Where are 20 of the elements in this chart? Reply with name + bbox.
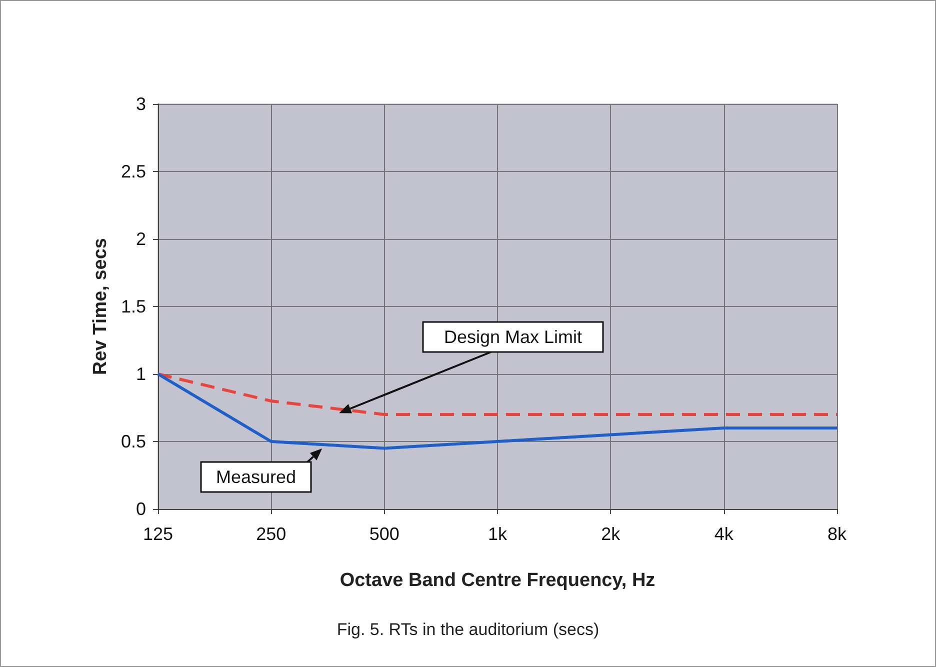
caption: Fig. 5. RTs in the auditorium (secs) <box>336 620 600 639</box>
x-tick-label: 250 <box>256 524 286 544</box>
y-tick-label: 1.5 <box>120 296 146 316</box>
x-tick-label: 8k <box>827 524 848 544</box>
x-axis-title: Octave Band Centre Frequency, Hz <box>340 570 656 591</box>
y-axis-title: Rev Time, secs <box>90 238 112 375</box>
text: Design Max Limit <box>444 327 582 347</box>
x-tick-label: 125 <box>142 524 174 544</box>
x-tick-label: 2k <box>601 524 622 544</box>
x-tick-label: 1k <box>488 524 508 544</box>
y-tick-label: 3 <box>136 94 146 114</box>
series-label: Measured <box>216 467 296 487</box>
x-tick-label: 4k <box>714 524 734 544</box>
y-tick-label: 2 <box>136 229 146 249</box>
y-tick-label: 2.5 <box>120 162 146 182</box>
y-tick-label: 1 <box>136 364 146 384</box>
y-tick-label: 0.5 <box>120 432 146 452</box>
x-tick-label: 500 <box>369 524 400 544</box>
line-series <box>156 372 838 450</box>
y-tick-label: 0 <box>136 499 146 519</box>
